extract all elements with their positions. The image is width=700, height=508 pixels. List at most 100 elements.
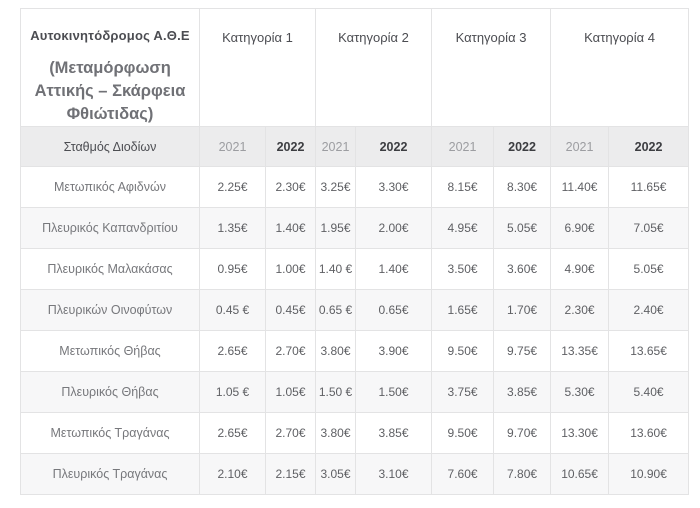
table-row: Πλευρικός Καπανδριτίου 1.35€ 1.40€ 1.95€ 2.0… (20, 207, 690, 250)
price-cell: 10.65€ (550, 453, 610, 496)
price-cell: 1.70€ (493, 289, 552, 332)
year-header-2022: 2022 (355, 126, 433, 168)
price-cell: 13.30€ (550, 412, 610, 455)
table-row: Πλευρικός Θήβας 1.05 €1.05€ 1.50 €1.50€ 3.7… (20, 371, 690, 414)
table-row: Πλευρικών Οινοφύτων 0.45 €0.45€ 0.65 €0.65… (20, 289, 690, 332)
price-cell: 11.40€ (550, 166, 610, 209)
table-row: Πλευρικός Μαλακάσας 0.95€ 1.00€ 1.40 €1.40€… (20, 248, 690, 291)
price-cell: 2.00€ (355, 207, 433, 250)
price-cell: 1.05 € (199, 371, 266, 414)
category-1-header: Κατηγορία 1 (198, 7, 317, 128)
price-cell: 3.90€ (355, 330, 433, 373)
price-cell: 2.70€ (264, 412, 317, 455)
price-cell: 11.65€ (608, 166, 690, 209)
price-cell: 7.80€ (493, 453, 552, 496)
motorway-section: (Μεταμόρφωση Αττικής – Σκάρφεια Φθιώτιδα… (34, 59, 186, 124)
station-name: Πλευρικός Τραγάνας (20, 453, 200, 496)
price-cell: 1.95€ (315, 207, 357, 250)
station-name: Πλευρικός Καπανδριτίου (20, 207, 200, 250)
price-cell: 4.90€ (550, 248, 610, 291)
price-cell: 5.05€ (608, 248, 690, 291)
category-3-header: Κατηγορία 3 (431, 7, 552, 128)
table-row: Μετωπικός Θήβας 2.65€ 2.70€ 3.80€ 3.90€ 9.50€… (20, 330, 690, 373)
price-cell: 2.15€ (264, 453, 317, 496)
price-cell: 2.65€ (199, 330, 266, 373)
station-name: Μετωπικός Αφιδνών (20, 166, 200, 209)
motorway-name: Αυτοκινητόδρομος Α.Θ.Ε (30, 28, 190, 43)
station-name: Πλευρικός Μαλακάσας (20, 248, 200, 291)
price-cell: 13.60€ (608, 412, 690, 455)
price-cell: 2.40€ (608, 289, 690, 332)
price-cell: 8.15€ (431, 166, 495, 209)
price-cell: 2.70€ (264, 330, 317, 373)
price-cell: 1.05€ (264, 371, 317, 414)
price-cell: 2.25€ (199, 166, 266, 209)
price-cell: 1.40€ (355, 248, 433, 291)
station-name: Μετωπικός Τραγάνας (20, 412, 200, 455)
table-row: Πλευρικός Τραγάνας 2.10€ 2.15€ 3.05€ 3.10€ 7.… (20, 453, 690, 496)
price-cell: 7.60€ (431, 453, 495, 496)
price-cell: 1.40€ (264, 207, 317, 250)
year-header-2021: 2021 (550, 126, 610, 168)
price-cell: 5.30€ (550, 371, 610, 414)
toll-table-body: Μετωπικός Αφιδνών 2.25€ 2.30€ 3.25€ 3.30€ 8.1… (20, 166, 690, 496)
price-cell: 8.30€ (493, 166, 552, 209)
category-2-header: Κατηγορία 2 (315, 7, 433, 128)
price-cell: 0.65€ (355, 289, 433, 332)
price-cell: 3.80€ (315, 412, 357, 455)
category-4-header: Κατηγορία 4 (550, 7, 690, 128)
price-cell: 3.30€ (355, 166, 433, 209)
price-cell: 3.50€ (431, 248, 495, 291)
price-cell: 0.95€ (199, 248, 266, 291)
year-header-2021: 2021 (431, 126, 495, 168)
price-cell: 9.50€ (431, 412, 495, 455)
price-cell: 3.25€ (315, 166, 357, 209)
station-name: Μετωπικός Θήβας (20, 330, 200, 373)
price-cell: 13.35€ (550, 330, 610, 373)
price-cell: 1.50 € (315, 371, 357, 414)
year-header-2021: 2021 (315, 126, 357, 168)
price-cell: 10.90€ (608, 453, 690, 496)
price-cell: 13.65€ (608, 330, 690, 373)
price-cell: 3.05€ (315, 453, 357, 496)
price-cell: 4.95€ (431, 207, 495, 250)
year-header-2021: 2021 (199, 126, 266, 168)
toll-price-table: Αυτοκινητόδρομος Α.Θ.Ε (Μεταμόρφωση Αττι… (20, 7, 690, 496)
price-cell: 9.75€ (493, 330, 552, 373)
price-cell: 3.10€ (355, 453, 433, 496)
price-cell: 3.85€ (493, 371, 552, 414)
price-cell: 2.30€ (264, 166, 317, 209)
station-column-header: Σταθμός Διοδίων (20, 126, 200, 168)
year-header-2022: 2022 (608, 126, 690, 168)
price-cell: 2.30€ (550, 289, 610, 332)
price-cell: 3.75€ (431, 371, 495, 414)
year-header-2022: 2022 (264, 126, 317, 168)
price-cell: 3.80€ (315, 330, 357, 373)
table-row: Μετωπικός Αφιδνών 2.25€ 2.30€ 3.25€ 3.30€ 8.1… (20, 166, 690, 209)
price-cell: 1.00€ (264, 248, 317, 291)
price-cell: 7.05€ (608, 207, 690, 250)
price-cell: 1.50€ (355, 371, 433, 414)
price-cell: 9.70€ (493, 412, 552, 455)
price-cell: 2.10€ (199, 453, 266, 496)
header-row-categories: Αυτοκινητόδρομος Α.Θ.Ε (Μεταμόρφωση Αττι… (20, 7, 690, 128)
year-header-2022: 2022 (493, 126, 552, 168)
station-name: Πλευρικός Θήβας (20, 371, 200, 414)
price-cell: 5.05€ (493, 207, 552, 250)
header-row-years: Σταθμός Διοδίων 2021 2022 2021 2022 2021… (20, 126, 690, 168)
price-cell: 1.35€ (199, 207, 266, 250)
price-cell: 0.45 € (199, 289, 266, 332)
table-title-cell: Αυτοκινητόδρομος Α.Θ.Ε (Μεταμόρφωση Αττι… (20, 7, 200, 128)
price-cell: 6.90€ (550, 207, 610, 250)
price-cell: 3.85€ (355, 412, 433, 455)
price-cell: 5.40€ (608, 371, 690, 414)
station-name: Πλευρικών Οινοφύτων (20, 289, 200, 332)
price-cell: 2.65€ (199, 412, 266, 455)
price-cell: 9.50€ (431, 330, 495, 373)
table-row: Μετωπικός Τραγάνας 2.65€ 2.70€ 3.80€ 3.85€ 9.… (20, 412, 690, 455)
page: Αυτοκινητόδρομος Α.Θ.Ε (Μεταμόρφωση Αττι… (0, 7, 700, 508)
price-cell: 1.65€ (431, 289, 495, 332)
price-cell: 3.60€ (493, 248, 552, 291)
price-cell: 1.40 € (315, 248, 357, 291)
price-cell: 0.45€ (264, 289, 317, 332)
